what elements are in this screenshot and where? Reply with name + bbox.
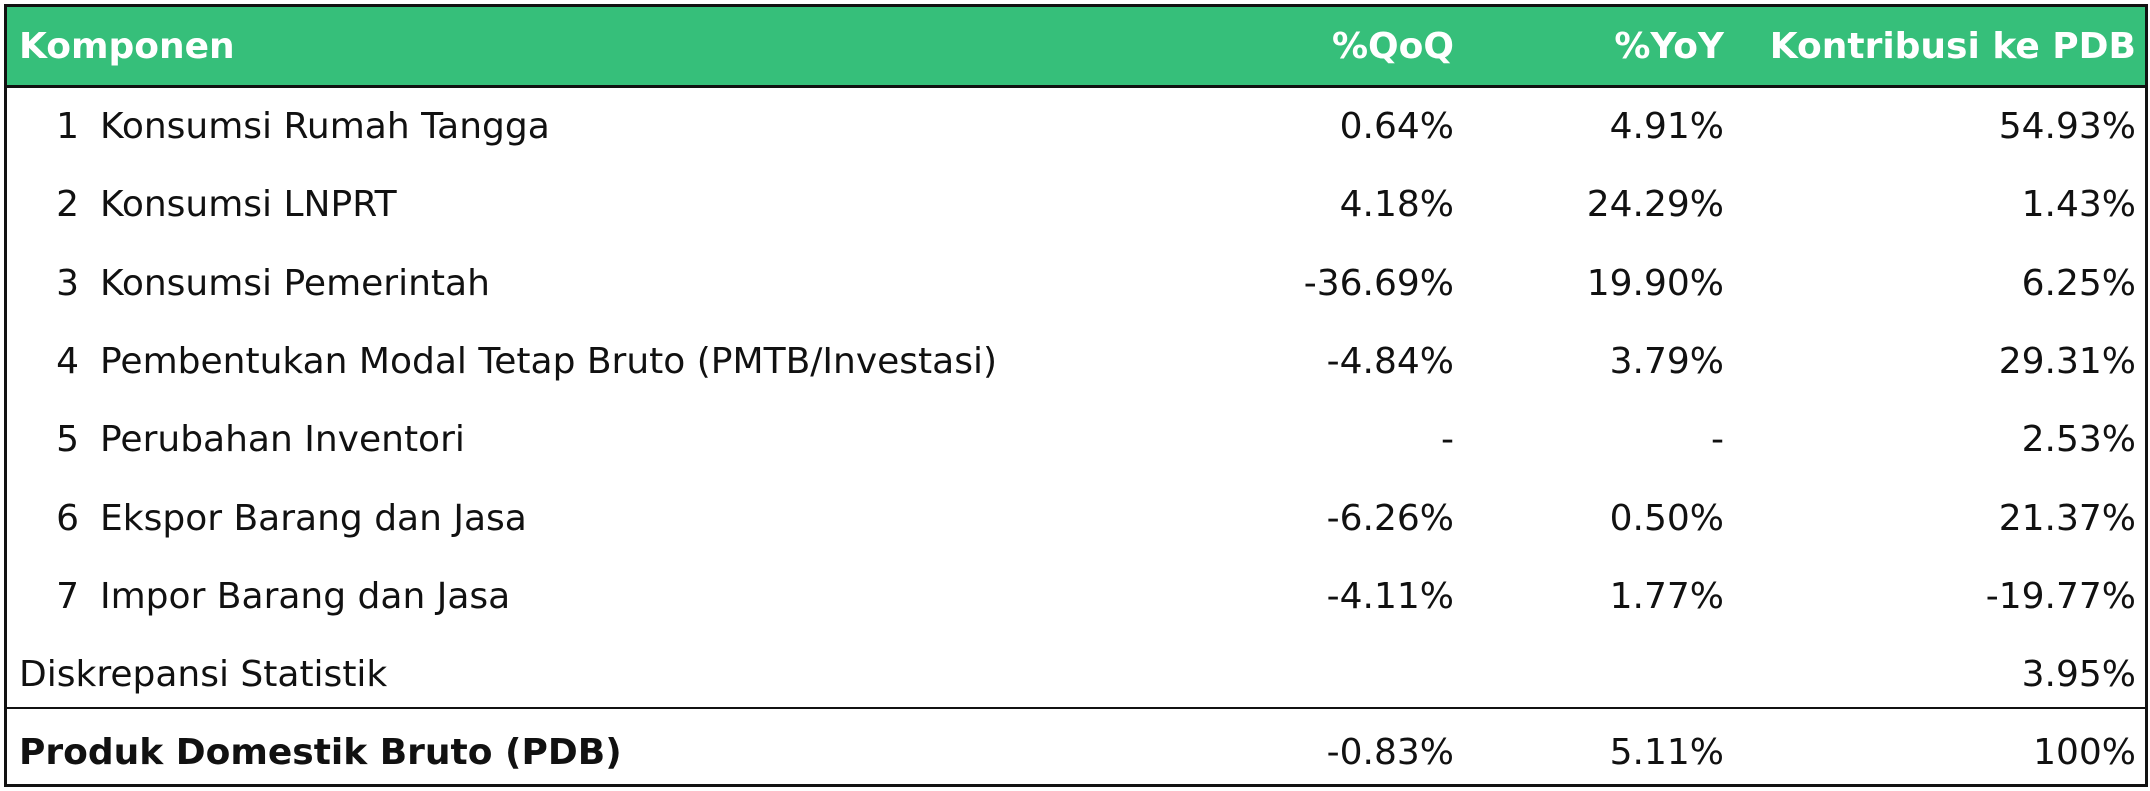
row-number: 2	[56, 184, 79, 226]
row-label: Ekspor Barang dan Jasa	[100, 497, 527, 539]
row-label: Impor Barang dan Jasa	[100, 575, 511, 617]
kontribusi-value: 54.93%	[1998, 106, 2136, 147]
yoy-value: 3.79%	[1609, 340, 1724, 382]
header-qoq: %QoQ	[1331, 26, 1454, 67]
kontribusi-value: -19.77%	[1985, 575, 2136, 617]
kontribusi-value: 1.43%	[2021, 184, 2136, 226]
qoq-value: -36.69%	[1303, 262, 1454, 304]
row-number: 7	[56, 575, 79, 617]
yoy-value: 0.50%	[1609, 497, 1724, 539]
header-komponen: Komponen	[19, 26, 235, 67]
row-number: 1	[56, 106, 79, 147]
qoq-value: -	[1441, 419, 1454, 461]
yoy-value: 4.91%	[1609, 106, 1724, 147]
row-number: 6	[56, 497, 79, 539]
row-number: 3	[56, 262, 79, 304]
kontribusi-value: 21.37%	[1998, 497, 2136, 539]
row-label: Konsumsi LNPRT	[100, 184, 397, 226]
yoy-value: 1.77%	[1609, 575, 1724, 617]
kontribusi-value: 2.53%	[2021, 419, 2136, 461]
qoq-value: -4.84%	[1326, 340, 1454, 382]
row-label: Konsumsi Pemerintah	[100, 262, 490, 304]
yoy-value: 5.11%	[1609, 732, 1724, 774]
qoq-value: 4.18%	[1339, 184, 1454, 226]
kontribusi-value: 6.25%	[2021, 262, 2136, 304]
row-number: 5	[56, 419, 79, 461]
qoq-value: -6.26%	[1326, 497, 1454, 539]
header-kontribusi: Kontribusi ke PDB	[1769, 26, 2136, 67]
row-label: Konsumsi Rumah Tangga	[100, 106, 550, 147]
header-yoy: %YoY	[1614, 26, 1724, 67]
table: Komponen %QoQ %YoY Kontribusi ke PDB 1 Konsum…	[4, 4, 2148, 787]
kontribusi-value: 3.95%	[2021, 654, 2136, 696]
kontribusi-value: 100%	[2033, 732, 2136, 774]
row-label: Diskrepansi Statistik	[19, 654, 388, 696]
qoq-value: -4.11%	[1326, 575, 1454, 617]
row-label: Perubahan Inventori	[100, 419, 465, 461]
kontribusi-value: 29.31%	[1998, 340, 2136, 382]
row-number: 4	[56, 340, 79, 382]
qoq-value: -0.83%	[1326, 732, 1454, 774]
header-row	[7, 7, 2145, 88]
total-label: Produk Domestik Bruto (PDB)	[19, 732, 622, 774]
yoy-value: 19.90%	[1586, 262, 1724, 304]
qoq-value: 0.64%	[1339, 106, 1454, 147]
yoy-value: 24.29%	[1586, 184, 1724, 226]
yoy-value: -	[1711, 419, 1724, 461]
row-label: Pembentukan Modal Tetap Bruto (PMTB/Inve…	[100, 340, 998, 382]
total-separator	[7, 707, 2145, 709]
